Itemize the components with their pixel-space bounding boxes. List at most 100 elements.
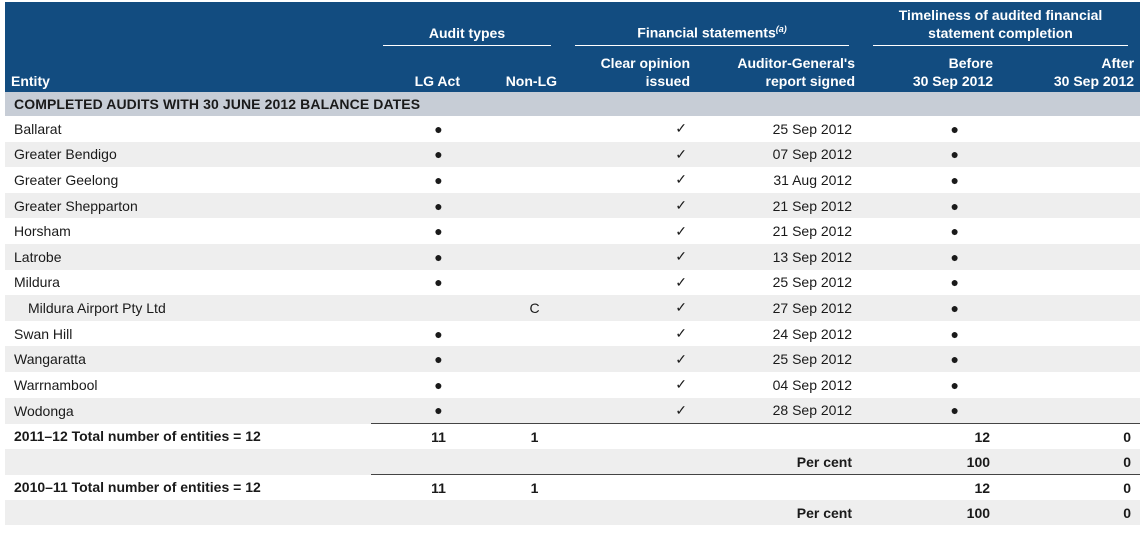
timeliness-label-line1: Timeliness of audited financial — [898, 7, 1103, 23]
non-lg-cell — [466, 397, 564, 424]
after-cell — [999, 141, 1141, 168]
total-before: 12 — [861, 474, 1000, 501]
percent-lg-empty — [371, 500, 466, 526]
ag-report-date: 25 Sep 2012 — [696, 346, 862, 372]
table-row: Ballarat ● ✓ 25 Sep 2012 ● — [5, 116, 1140, 142]
before-dot-icon: ● — [950, 120, 960, 137]
lg-act-dot-icon: ● — [434, 120, 443, 137]
total-row: 2010–11 Total number of entities = 12 11 1… — [5, 474, 1141, 501]
total-before: 12 — [861, 423, 1000, 450]
non-lg-cell — [466, 116, 563, 142]
lg-act-dot-icon: ● — [371, 243, 466, 270]
after-cell — [999, 192, 1141, 219]
total-after: 0 — [999, 423, 1141, 450]
lg-act-dot-icon: ● — [434, 274, 443, 291]
ag-report-date: 31 Aug 2012 — [773, 171, 853, 188]
total-row: 2011–12 Total number of entities = 12 11 1… — [5, 423, 1141, 450]
after-line2: 30 Sep 2012 — [1053, 73, 1135, 89]
lg-act-dot-icon: ● — [434, 325, 443, 342]
ag-report-date: 04 Sep 2012 — [772, 376, 853, 393]
ag-report-date: 21 Sep 2012 — [772, 223, 853, 240]
financial-statements-label: Financial statements — [637, 25, 776, 41]
after-cell — [999, 397, 1141, 424]
table-row: Wodonga ● ✓ 28 Sep 2012 ● — [5, 397, 1141, 424]
after-cell — [999, 218, 1140, 244]
clear-opinion-tick-icon: ✓ — [563, 397, 697, 424]
before-dot-icon: ● — [950, 223, 960, 240]
header-financial-statements: Financial statements(a) — [563, 2, 862, 50]
header-ag-report: Auditor-General's report signed — [696, 50, 862, 92]
entity-name: Ballarat — [14, 120, 62, 137]
financial-statements-note: (a) — [775, 24, 787, 35]
entity-name: Wangaratta — [5, 346, 371, 372]
clear-opinion-tick-icon: ✓ — [563, 346, 697, 372]
total-label: 2010–11 Total number of entities = 12 — [14, 479, 261, 496]
percent-empty — [5, 500, 371, 526]
lg-act-cell — [371, 295, 466, 321]
non-lg-cell: C — [466, 295, 564, 321]
non-lg-cell — [466, 243, 564, 270]
non-lg-cell — [466, 218, 563, 244]
table-row: Latrobe ● ✓ 13 Sep 2012 ● — [5, 243, 1141, 270]
non-lg-cell — [466, 346, 564, 372]
before-dot-icon: ● — [861, 192, 1000, 219]
percent-clear-empty — [563, 500, 697, 526]
section-title: COMPLETED AUDITS WITH 30 JUNE 2012 BALAN… — [5, 92, 1141, 116]
entity-name: Greater Bendigo — [5, 141, 371, 168]
clear-opinion-tick-icon: ✓ — [675, 171, 688, 188]
total-clear-opinion — [563, 474, 697, 501]
total-lg-act: 11 — [371, 474, 466, 501]
before-line2: 30 Sep 2012 — [912, 73, 994, 89]
clear-opinion-line2: issued — [645, 73, 691, 89]
clear-opinion-line1: Clear opinion — [600, 55, 691, 71]
entity-name: Greater Geelong — [14, 171, 119, 188]
clear-opinion-tick-icon: ✓ — [675, 273, 688, 290]
clear-opinion-tick-icon: ✓ — [563, 141, 697, 168]
lg-act-dot-icon: ● — [434, 171, 443, 188]
timeliness-label-line2: statement completion — [928, 25, 1073, 41]
total-non-lg: 1 — [466, 474, 564, 501]
clear-opinion-tick-icon: ✓ — [563, 243, 697, 270]
lg-act-dot-icon: ● — [371, 141, 466, 168]
percent-row: Per cent 100 0 — [5, 449, 1141, 475]
ag-report-date: 25 Sep 2012 — [772, 120, 853, 137]
clear-opinion-tick-icon: ✓ — [675, 222, 688, 239]
percent-nonlg-empty — [466, 449, 564, 475]
percent-label: Per cent — [696, 449, 862, 475]
non-lg-cell — [466, 141, 564, 168]
ag-report-date: 07 Sep 2012 — [696, 141, 862, 168]
ag-report-date: 24 Sep 2012 — [772, 325, 853, 342]
before-dot-icon: ● — [950, 376, 960, 393]
entity-name: Warrnambool — [14, 376, 98, 393]
header-before: Before 30 Sep 2012 — [861, 50, 1000, 92]
total-ag-report — [696, 423, 862, 450]
clear-opinion-tick-icon: ✓ — [675, 325, 688, 342]
total-lg-act: 11 — [371, 423, 466, 450]
after-cell — [999, 116, 1140, 142]
lg-act-dot-icon: ● — [434, 223, 443, 240]
ag-report-date: 21 Sep 2012 — [696, 192, 862, 219]
table-row: Warrnambool ● ✓ 04 Sep 2012 ● — [5, 372, 1140, 398]
total-non-lg: 1 — [466, 423, 564, 450]
entity-name: Horsham — [14, 223, 71, 240]
before-dot-icon: ● — [950, 274, 960, 291]
header-lg-act: LG Act — [371, 50, 466, 92]
ag-report-line1: Auditor-General's — [737, 55, 856, 71]
lg-act-dot-icon: ● — [371, 397, 466, 424]
ag-report-date: 28 Sep 2012 — [696, 397, 862, 424]
non-lg-cell — [466, 192, 564, 219]
lg-act-dot-icon: ● — [371, 192, 466, 219]
entity-name: Greater Shepparton — [5, 192, 371, 219]
total-after: 0 — [999, 474, 1141, 501]
header-audit-types: Audit types — [371, 2, 564, 50]
non-lg-cell — [466, 372, 563, 398]
percent-before: 100 — [861, 500, 1000, 526]
ag-report-date: 25 Sep 2012 — [772, 274, 853, 291]
table-row: Mildura Airport Pty Ltd C ✓ 27 Sep 2012 ● — [5, 295, 1141, 321]
before-dot-icon: ● — [950, 325, 960, 342]
header-timeliness: Timeliness of audited financial statement… — [861, 2, 1141, 50]
non-lg-cell — [466, 270, 563, 296]
clear-opinion-tick-icon: ✓ — [563, 192, 697, 219]
lg-act-dot-icon: ● — [434, 376, 443, 393]
